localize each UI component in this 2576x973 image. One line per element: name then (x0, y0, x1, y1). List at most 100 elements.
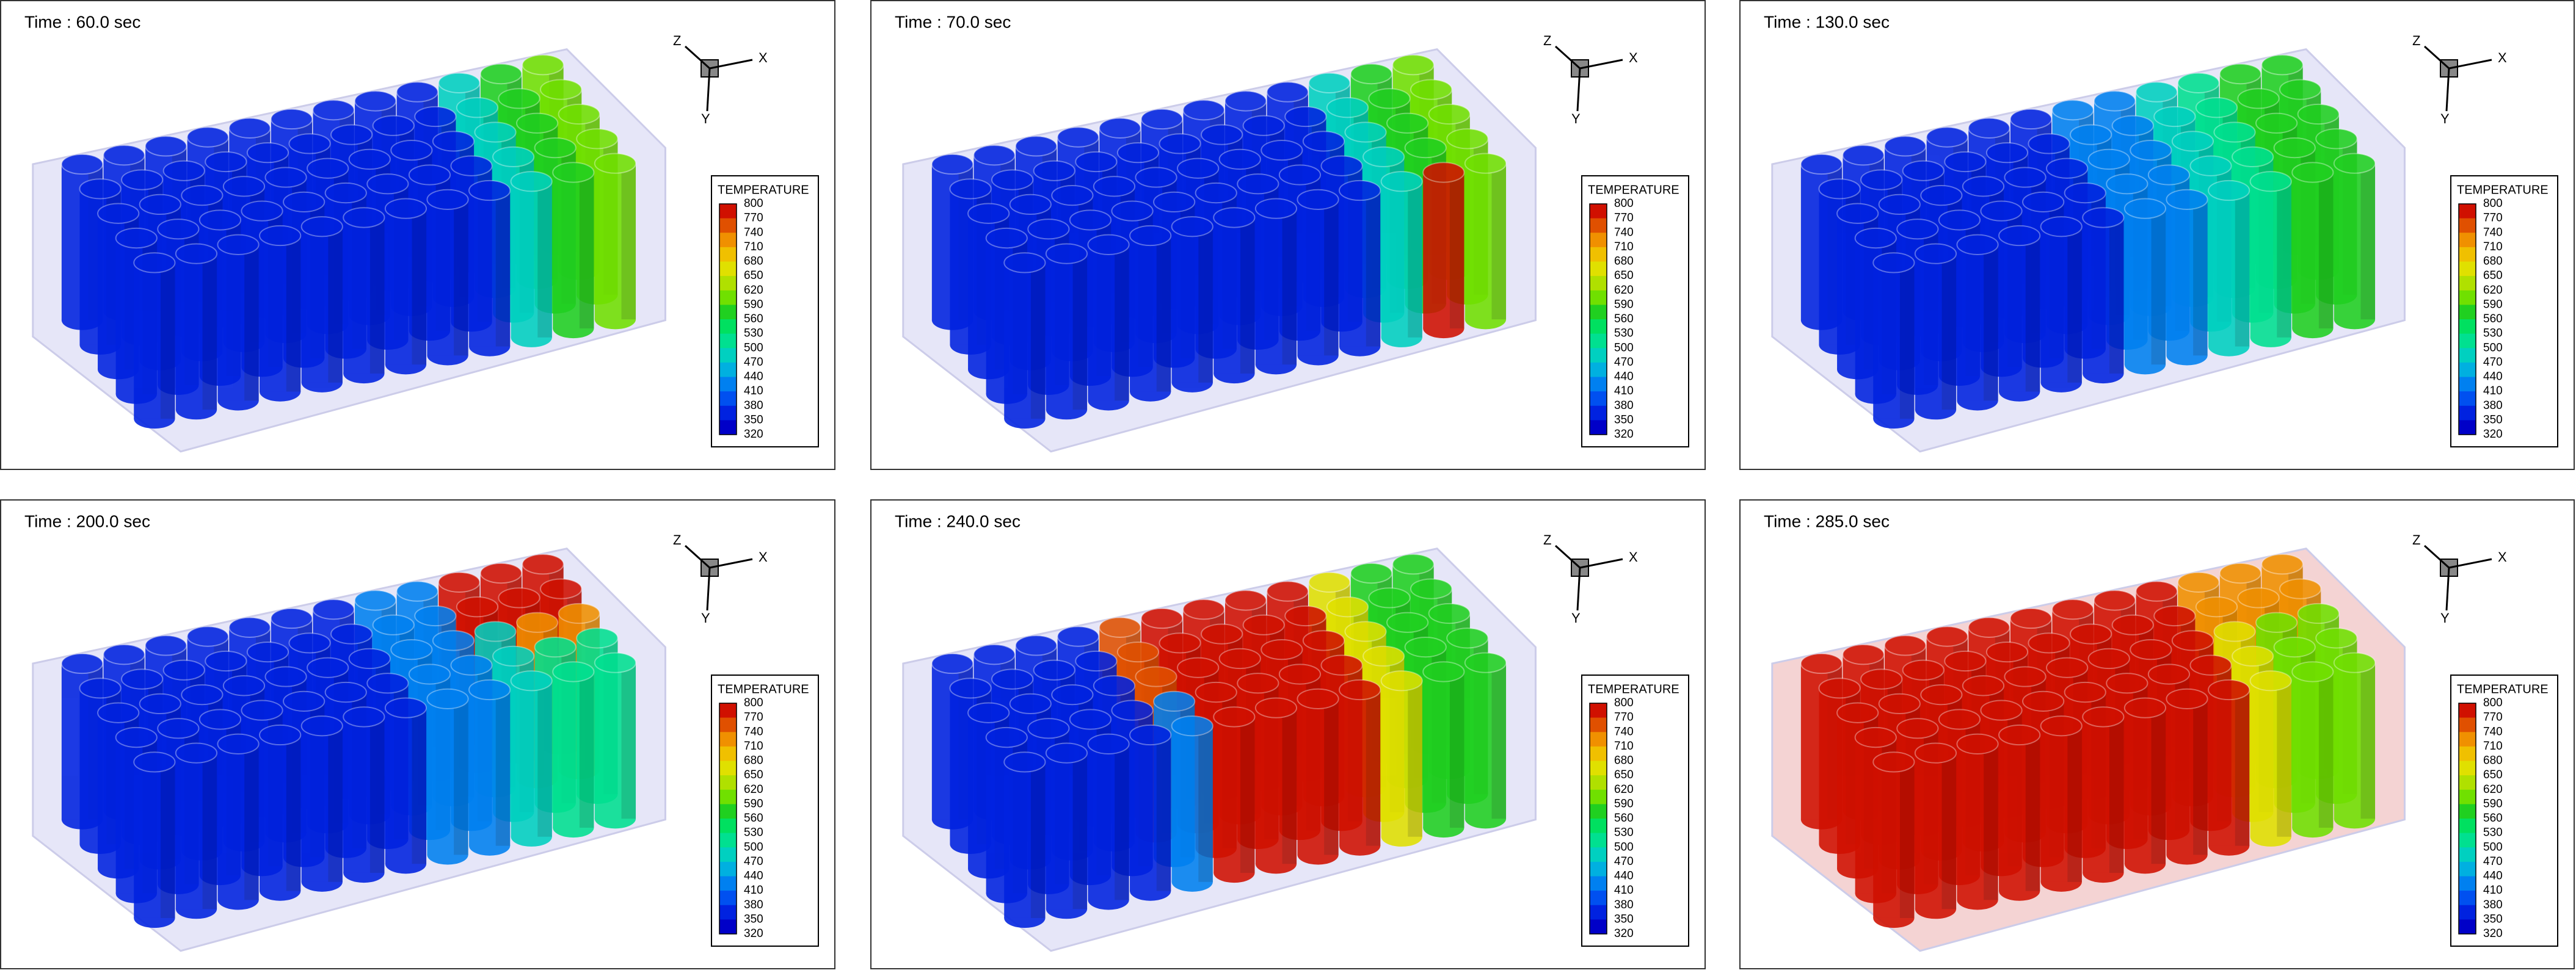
cell-body (468, 190, 511, 347)
cell-body (1464, 163, 1507, 320)
cell-top (1446, 628, 1489, 649)
legend-label: 590 (1614, 298, 1634, 311)
axis-x-label: X (759, 549, 768, 565)
cell-top (354, 590, 397, 611)
cell-top (2195, 596, 2238, 618)
colorbar-swatch (719, 362, 737, 377)
legend-label: 380 (1614, 899, 1634, 911)
cell-body (2040, 226, 2082, 383)
triad-z (684, 45, 711, 70)
cell-top (1278, 164, 1322, 186)
colorbar-swatch (2459, 703, 2476, 718)
cell-top (121, 169, 164, 190)
cell-body (2208, 190, 2250, 347)
cell-top (1962, 176, 2005, 197)
legend-label: 620 (2483, 284, 2503, 297)
cell-shade (579, 172, 594, 328)
legend-label: 320 (1614, 428, 1634, 441)
cell-top (1962, 675, 2005, 696)
cell-top (2213, 621, 2256, 642)
cell-top (324, 182, 367, 204)
cell-top (1422, 162, 1465, 183)
triad-y (2445, 68, 2450, 112)
colorbar-swatch (2459, 732, 2476, 747)
cell-top (2213, 121, 2256, 143)
colorbar-swatch (1590, 348, 1607, 363)
cell-shade (2360, 163, 2376, 320)
cell-top (2297, 602, 2340, 624)
cell-top (246, 142, 289, 164)
cell-body (553, 172, 594, 328)
cell-top (324, 681, 367, 703)
legend-label: 500 (744, 841, 763, 853)
colorbar-swatch (1590, 290, 1607, 305)
cell-body (1004, 762, 1046, 918)
colorbar-frame (1589, 203, 1607, 435)
cell-top (1896, 718, 1939, 739)
legend-title: TEMPERATURE (718, 682, 809, 696)
legend-label: 500 (1614, 841, 1634, 853)
colorbar-swatch (2459, 290, 2476, 305)
cell-shade (202, 753, 217, 910)
cell-top (1914, 243, 1957, 264)
legend-label: 440 (1614, 870, 1634, 883)
colorbar-swatch (2459, 876, 2476, 891)
legend-label: 650 (1614, 769, 1634, 781)
cell-top (396, 81, 438, 103)
cell-top (510, 171, 553, 192)
cell-shade (1156, 236, 1171, 392)
axis-x-label: X (2498, 549, 2507, 565)
cell-top (2130, 139, 2172, 161)
legend-label: 650 (744, 269, 763, 282)
colorbar-swatch (1590, 276, 1607, 291)
cell-top (1884, 635, 1927, 656)
cell-top (1135, 167, 1177, 188)
cell-shade (1366, 690, 1381, 846)
time-label: Time : 200.0 sec (24, 512, 150, 530)
cell-shade (2193, 199, 2208, 356)
colorbar-swatch (2459, 905, 2476, 920)
cell-top (1998, 225, 2041, 247)
cell-top (1872, 751, 1915, 773)
legend-label: 590 (2483, 298, 2503, 311)
colorbar-swatch (719, 819, 737, 834)
battery-cell (1171, 216, 1213, 392)
legend-label: 530 (1614, 327, 1634, 340)
battery-cell (384, 697, 428, 874)
colorbar-swatch (719, 233, 737, 248)
axis-y-label: Y (1571, 610, 1581, 626)
cell-top (1464, 652, 1507, 673)
cell-top (1914, 742, 1957, 764)
cell-top (1985, 142, 2029, 164)
cell-top (2147, 164, 2191, 186)
cell-shade (1408, 181, 1422, 338)
cell-top (985, 227, 1028, 249)
legend-label: 800 (2483, 696, 2503, 709)
cell-body (1464, 662, 1507, 819)
cell-top (162, 659, 205, 681)
colorbar-swatch (1590, 703, 1607, 718)
legend-label: 470 (1614, 356, 1634, 369)
cell-top (1302, 630, 1345, 651)
colorbar-swatch (1590, 233, 1607, 248)
cell-top (1111, 200, 1154, 222)
cell-top (594, 652, 637, 673)
cell-top (510, 670, 553, 692)
cell-top (1872, 252, 1915, 273)
cell-top (1057, 626, 1099, 647)
cell-top (343, 706, 385, 728)
cell-top (2189, 155, 2232, 176)
cell-body (1873, 762, 1915, 918)
cell-top (2255, 112, 2298, 134)
cell-top (2087, 148, 2130, 170)
battery-cell (1129, 724, 1172, 901)
axis-x-label: X (2498, 50, 2507, 65)
cell-top (2261, 554, 2304, 575)
cell-top (1368, 88, 1411, 109)
triad-y (1576, 68, 1581, 112)
cell-body (2124, 208, 2166, 365)
battery-cell (1956, 234, 1999, 411)
cell-top (1386, 112, 1429, 134)
cell-top (139, 194, 181, 215)
cell-top (1177, 157, 1220, 179)
